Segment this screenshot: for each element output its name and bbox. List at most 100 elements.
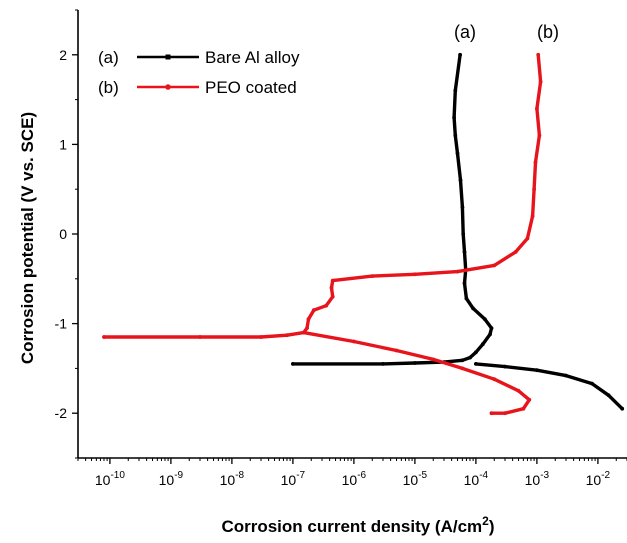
- series-a-point: [453, 133, 458, 138]
- series-a-point: [489, 326, 494, 330]
- series-b-point: [305, 326, 309, 330]
- y-tick-label: -1: [55, 316, 68, 332]
- series-b-point: [370, 274, 375, 278]
- series-b-point: [527, 397, 532, 402]
- series-b-point: [503, 411, 507, 416]
- series-b-point: [352, 339, 356, 344]
- series-a-point: [452, 115, 456, 120]
- series-b-branch: [102, 53, 543, 339]
- series-a-point: [455, 151, 460, 156]
- series-a-point: [564, 373, 568, 378]
- series-b-point: [311, 308, 316, 313]
- x-axis-title-close: ): [489, 517, 495, 536]
- legend-marker-b: [165, 84, 171, 90]
- plot-frame: [77, 10, 627, 459]
- series-b-point: [102, 335, 106, 339]
- series-b-point: [516, 388, 521, 393]
- series-b-point: [394, 348, 399, 353]
- series-b-cathodic-branch: [301, 330, 531, 415]
- x-axis-title-main: Corrosion current density (A/cm: [221, 517, 482, 536]
- y-tick-label: 0: [59, 226, 67, 242]
- series-b-point: [306, 317, 311, 321]
- series-a-point: [471, 306, 475, 311]
- series-b-point: [530, 214, 535, 219]
- series-a-point: [474, 362, 478, 366]
- x-tick-label: 10-6: [342, 470, 367, 488]
- series-b-point: [330, 278, 335, 283]
- series-b-point: [460, 366, 465, 371]
- x-tick-label: 10-3: [525, 470, 550, 488]
- series-b-point: [521, 406, 526, 411]
- series-a-point: [620, 406, 625, 411]
- legend-label-a: Bare Al alloy: [205, 48, 300, 67]
- x-axis-ticks: 10-10 10-9 10-8 10-7 10-6 10-5 10-4 10-3 10-2: [77, 458, 627, 488]
- series-b-point: [431, 357, 436, 362]
- series-a-point: [462, 250, 467, 254]
- series-a-point: [480, 342, 485, 347]
- x-axis-title-sup: 2: [482, 514, 489, 528]
- series-b-point: [533, 160, 538, 165]
- series-b-point: [301, 330, 306, 335]
- x-tick-label: 10-7: [281, 470, 306, 488]
- legend-label-b: PEO coated: [205, 78, 297, 97]
- x-tick-label: 10-2: [586, 470, 611, 488]
- series-b-point: [324, 303, 328, 308]
- series-a-point: [535, 368, 539, 373]
- series-a-point: [606, 393, 611, 398]
- series-a-point: [381, 362, 385, 366]
- series-a-point: [460, 358, 465, 363]
- x-tick-label: 10-8: [220, 470, 245, 488]
- series-a-point: [468, 355, 472, 360]
- series-b-point: [513, 250, 518, 254]
- series-layer: [102, 52, 625, 416]
- curve-label-b: (b): [537, 22, 559, 42]
- y-tick-label: 1: [59, 136, 67, 152]
- x-axis-title: Corrosion current density (A/cm2): [221, 514, 494, 536]
- x-tick-label: 10-4: [464, 470, 489, 488]
- series-a-point: [590, 381, 594, 386]
- legend-tag-b: (b): [98, 78, 119, 97]
- series-a-point: [460, 205, 465, 210]
- series-a-point: [482, 317, 487, 321]
- series-a-point: [462, 281, 467, 286]
- x-tick-label: 10-10: [95, 470, 125, 488]
- series-b-point: [198, 335, 202, 339]
- series-b-point: [330, 294, 335, 299]
- series-b-point: [492, 377, 497, 382]
- y-tick-label: -2: [55, 405, 68, 421]
- series-a-point: [413, 361, 417, 365]
- series-b-point: [285, 333, 289, 338]
- y-axis-ticks: 2 1 0 -1 -2: [55, 9, 78, 459]
- series-a-point: [291, 362, 295, 366]
- series-b-point: [329, 285, 334, 290]
- series-a-point: [488, 332, 492, 337]
- series-b-point: [532, 187, 536, 192]
- y-axis-title: Corrosion potential (V vs. SCE): [18, 112, 37, 364]
- series-b-point: [535, 106, 539, 111]
- series-a-cathodic-branch: [474, 362, 624, 411]
- legend-marker-a: [165, 54, 171, 60]
- series-a-point: [458, 52, 462, 57]
- y-tick-label: 2: [59, 47, 67, 63]
- series-a-point: [503, 364, 507, 369]
- series-a-point: [461, 232, 466, 236]
- series-a-point: [453, 88, 458, 93]
- legend: (a) Bare Al alloy (b) PEO coated: [98, 48, 300, 97]
- series-b-point: [536, 52, 541, 57]
- series-b-point: [259, 335, 263, 339]
- series-b-point: [525, 236, 530, 241]
- series-b-point: [538, 79, 543, 84]
- series-a-point: [458, 178, 463, 183]
- x-tick-label: 10-5: [403, 470, 428, 488]
- curve-label-a: (a): [454, 22, 476, 42]
- legend-tag-a: (a): [98, 48, 119, 67]
- x-tick-label: 10-9: [159, 470, 184, 488]
- series-b-point: [492, 263, 497, 268]
- series-b-point: [413, 272, 417, 277]
- series-b-point: [489, 411, 494, 416]
- series-b-point: [537, 133, 542, 138]
- series-a-point: [474, 350, 478, 355]
- series-a-point: [464, 296, 469, 301]
- series-b-point: [455, 269, 460, 274]
